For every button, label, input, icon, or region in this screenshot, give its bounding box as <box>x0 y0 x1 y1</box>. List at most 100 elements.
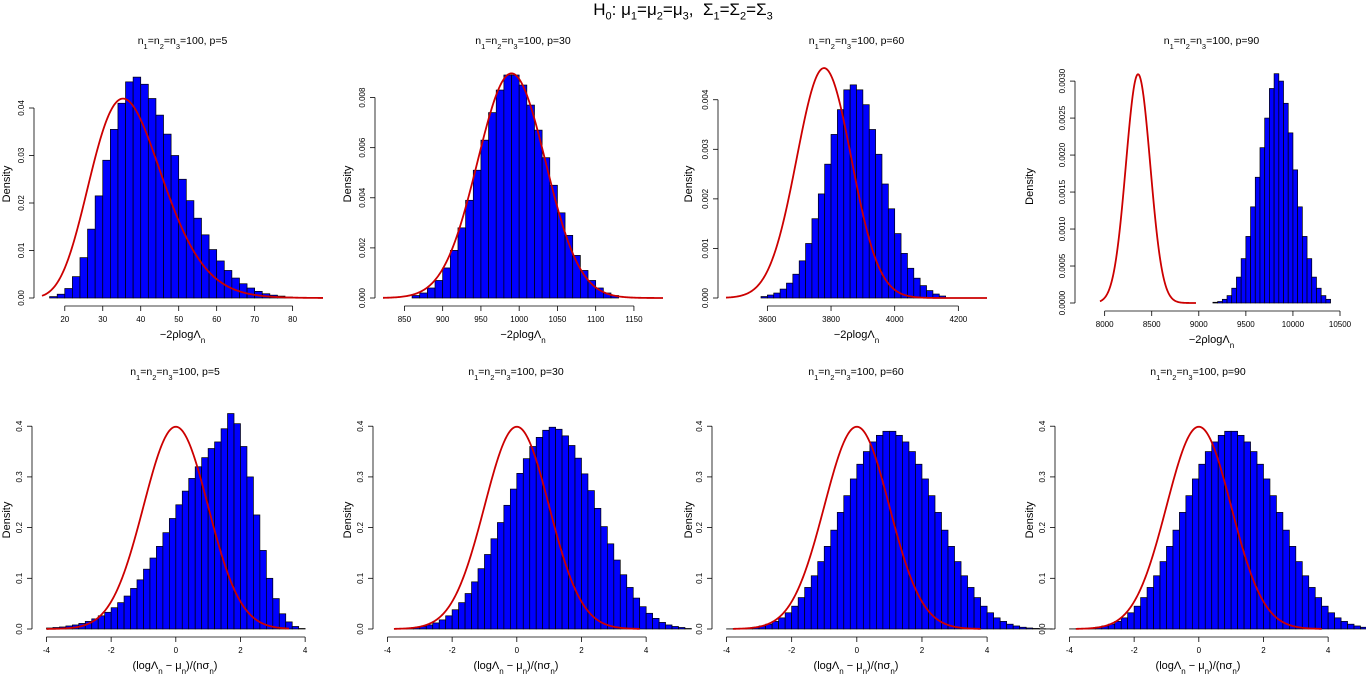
y-tick-label: 0.0005 <box>1058 253 1067 278</box>
x-tick-label: 9000 <box>1190 320 1208 329</box>
x-tick-label: 4200 <box>949 315 967 324</box>
histogram-bar <box>993 617 1001 630</box>
y-tick-label: 0.002 <box>358 237 367 258</box>
histogram-bar <box>652 618 660 630</box>
panel-2: n1=n2=n3=100, p=30 850 900 950 1000 1050 1100 1… <box>342 35 663 345</box>
histogram-bar <box>1340 621 1348 630</box>
histogram-bar <box>778 617 786 630</box>
histogram-bar <box>143 568 151 630</box>
histogram-bar <box>1191 478 1200 630</box>
histogram-bar <box>894 233 902 299</box>
panel-title: n1=n2=n3=100, p=30 <box>475 35 571 51</box>
histogram-bar <box>902 441 910 630</box>
y-tick-label: 0.006 <box>358 137 367 158</box>
histogram-bar <box>632 597 641 630</box>
histogram-bar <box>1297 206 1303 304</box>
histogram-bar <box>1120 617 1129 630</box>
x-tick-label: -4 <box>43 646 51 655</box>
x-tick-label: 70 <box>250 315 259 324</box>
histogram-bar <box>1250 206 1256 304</box>
histogram-bar <box>298 628 306 630</box>
histogram-bar <box>626 587 634 630</box>
panel-4: n1=n2=n3=100, p=90 8000 8500 9000 9500 10000 1… <box>1024 35 1352 350</box>
histogram-bar <box>1166 546 1174 630</box>
histogram-bar <box>511 74 520 299</box>
histogram-bar <box>495 89 505 299</box>
histogram-bar <box>1172 529 1180 630</box>
x-tick-label: 0 <box>855 646 860 655</box>
histogram-bar <box>207 448 215 630</box>
y-tick-label: 0.2 <box>356 521 365 533</box>
histogram-bar <box>1288 546 1297 630</box>
histogram-bar <box>136 579 144 630</box>
histogram-bar <box>125 81 134 299</box>
histogram-bar <box>1314 597 1323 630</box>
histogram-bar <box>1273 73 1280 304</box>
y-tick-label: 0.4 <box>356 420 365 432</box>
x-tick-label: 60 <box>212 315 221 324</box>
histogram-bar <box>1236 276 1242 304</box>
x-tick-label: -2 <box>108 646 116 655</box>
histogram-bar <box>1006 623 1014 630</box>
histogram-bar <box>862 451 871 630</box>
histogram-bar <box>856 89 864 299</box>
histogram-bar <box>665 624 673 630</box>
y-tick-label: 0.0020 <box>1058 142 1067 167</box>
histogram-bar <box>792 273 800 299</box>
panel-8: n1=n2=n3=100, p=90 -4 -2 0 2 4 (logΛn − μn)/(n… <box>1024 366 1366 676</box>
histogram-bar <box>1231 287 1237 304</box>
histogram-bar <box>797 597 806 630</box>
histogram-bar <box>1204 451 1213 630</box>
y-axis-label: Density <box>683 501 695 538</box>
histogram-bar <box>526 104 535 299</box>
x-tick-label: -4 <box>1066 646 1074 655</box>
histogram-bar <box>1269 495 1277 630</box>
y-tick-label: 0.3 <box>356 471 365 483</box>
histogram <box>49 76 293 299</box>
y-tick-label: 0.03 <box>17 147 26 163</box>
y-tick-label: 0.01 <box>17 242 26 258</box>
histogram-bar <box>613 559 621 630</box>
histogram-bar <box>915 463 923 630</box>
density-curve <box>46 425 290 630</box>
y-axis-label: Density <box>1024 501 1036 538</box>
histogram-bar <box>170 155 180 299</box>
histogram-bar <box>518 84 528 299</box>
x-tick-label: 4000 <box>886 315 904 324</box>
histogram-bar <box>1353 625 1361 630</box>
x-tick-label: 2 <box>920 646 925 655</box>
panel-title: n1=n2=n3=100, p=5 <box>130 366 220 382</box>
x-tick-label: 900 <box>436 315 450 324</box>
histogram-bar <box>1347 623 1355 630</box>
histogram-bar <box>278 613 287 630</box>
histogram-bar <box>1146 587 1154 630</box>
histogram-bar <box>849 84 857 299</box>
histogram-bar <box>1311 276 1317 304</box>
x-tick-label: 10500 <box>1329 320 1352 329</box>
histogram-bar <box>220 428 228 630</box>
panel-title: n1=n2=n3=100, p=30 <box>468 366 564 382</box>
histogram-bar <box>272 598 280 630</box>
histogram-bar <box>458 602 466 630</box>
histogram-bar <box>1276 512 1284 630</box>
histogram-bar <box>168 518 177 630</box>
histogram-bar <box>110 607 118 630</box>
y-tick-label: 0.008 <box>358 87 367 108</box>
histogram <box>400 426 692 630</box>
y-axis-label: Density <box>683 165 695 202</box>
histogram-bar <box>484 554 492 630</box>
histogram-bar <box>123 595 131 630</box>
x-axis-label: −2ρlogΛn <box>1189 334 1234 350</box>
histogram-bar <box>427 287 436 299</box>
x-tick-label: -4 <box>723 646 731 655</box>
histogram-bar <box>480 139 489 299</box>
histogram-bar <box>445 615 453 630</box>
histogram-bar <box>824 163 832 299</box>
histogram-bar <box>1287 132 1294 304</box>
histogram-bar <box>773 292 781 299</box>
histogram-bar <box>928 495 936 630</box>
y-axis-label: Density <box>1024 168 1036 205</box>
histogram-bar <box>1245 236 1251 304</box>
x-tick-label: -2 <box>449 646 457 655</box>
x-tick-label: -2 <box>1131 646 1139 655</box>
